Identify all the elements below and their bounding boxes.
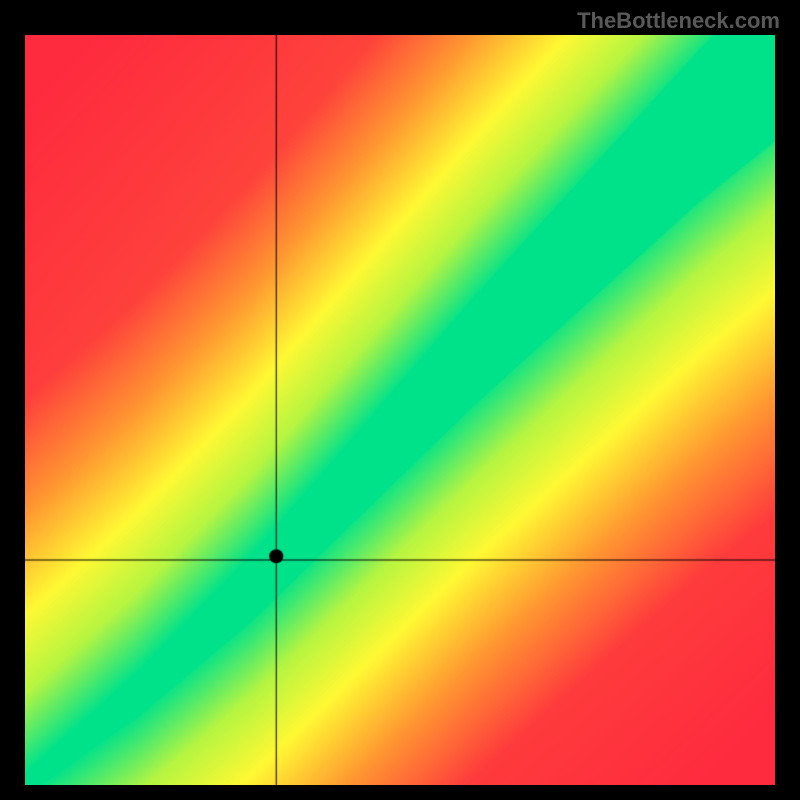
chart-container: TheBottleneck.com [0,0,800,800]
heatmap-chart [25,35,775,785]
watermark-text: TheBottleneck.com [577,8,780,34]
heatmap-canvas [25,35,775,785]
